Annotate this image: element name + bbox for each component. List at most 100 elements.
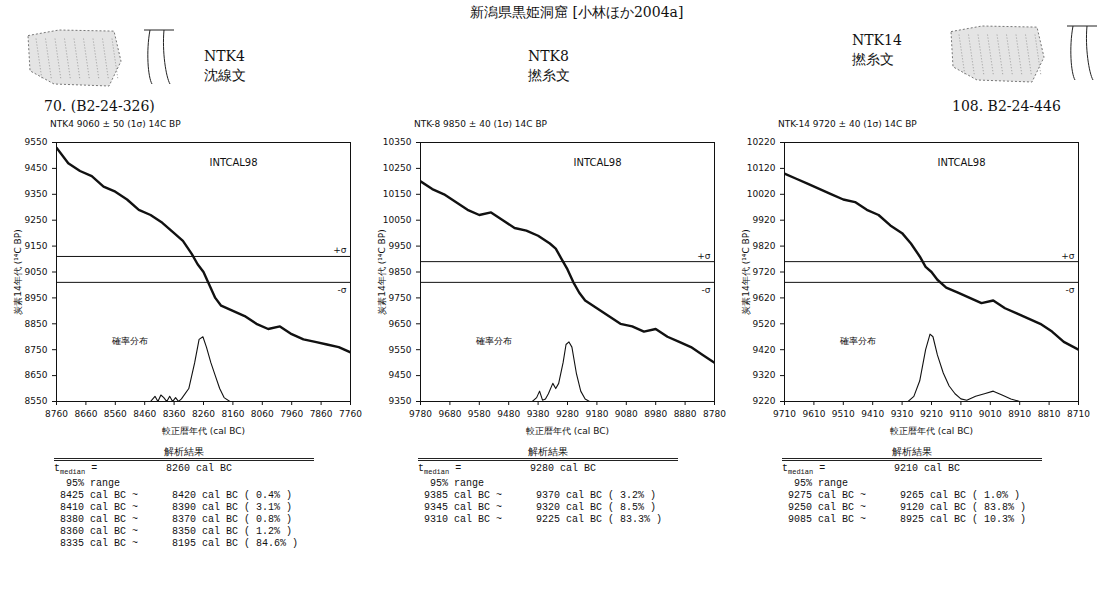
svg-text:9680: 9680 — [438, 409, 461, 419]
svg-text:9210: 9210 — [920, 409, 943, 419]
html-text:撚糸文: 撚糸文 — [852, 51, 894, 67]
svg-text:9620: 9620 — [753, 293, 776, 303]
svg-text:9350: 9350 — [25, 189, 48, 199]
svg-text:9950: 9950 — [389, 241, 412, 251]
svg-text:9450: 9450 — [389, 370, 412, 380]
svg-text:8980: 8980 — [644, 409, 667, 419]
svg-text:9180: 9180 — [585, 409, 608, 419]
svg-text:9150: 9150 — [25, 241, 48, 251]
svg-text:-σ: -σ — [702, 285, 711, 295]
html-text:8260 cal BC: 8260 cal BC — [166, 463, 232, 474]
html-text:新潟県黒姫洞窟 [小林ほか2004a]: 新潟県黒姫洞窟 [小林ほか2004a] — [470, 4, 684, 20]
svg-text:9450: 9450 — [25, 163, 48, 173]
svg-text:9410: 9410 — [861, 409, 884, 419]
html-text:沈線文: 沈線文 — [204, 67, 246, 83]
html-text:95% range: 95% range — [66, 478, 120, 489]
svg-text:8160: 8160 — [221, 409, 244, 419]
html-text:NTK4: NTK4 — [204, 48, 245, 64]
svg-text:9550: 9550 — [25, 137, 48, 147]
svg-text:8260: 8260 — [192, 409, 215, 419]
svg-text:炭素14年代 (¹⁴C BP): 炭素14年代 (¹⁴C BP) — [377, 229, 387, 314]
html-text:tmedian=: tmedian= — [418, 463, 462, 476]
svg-text:9350: 9350 — [389, 396, 412, 406]
svg-text:8850: 8850 — [25, 319, 48, 329]
svg-text:9650: 9650 — [389, 319, 412, 329]
svg-text:9420: 9420 — [753, 345, 776, 355]
html-text:NTK8: NTK8 — [528, 48, 569, 64]
svg-text:8560: 8560 — [104, 409, 127, 419]
html-text:108. B2-24-446: 108. B2-24-446 — [952, 98, 1061, 114]
svg-text:9610: 9610 — [802, 409, 825, 419]
svg-text:8880: 8880 — [674, 409, 697, 419]
svg-text:8550: 8550 — [25, 396, 48, 406]
svg-text:9220: 9220 — [753, 396, 776, 406]
svg-text:確率分布: 確率分布 — [475, 336, 512, 346]
svg-text:9310: 9310 — [891, 409, 914, 419]
svg-text:8780: 8780 — [703, 409, 726, 419]
svg-text:8950: 8950 — [25, 293, 48, 303]
svg-text:8810: 8810 — [1038, 409, 1061, 419]
svg-text:確率分布: 確率分布 — [111, 336, 148, 346]
svg-text:9820: 9820 — [753, 241, 776, 251]
svg-text:較正暦年代 (cal BC): 較正暦年代 (cal BC) — [526, 426, 609, 436]
svg-text:INTCAL98: INTCAL98 — [937, 157, 985, 168]
svg-text:10020: 10020 — [747, 189, 776, 199]
svg-text:8650: 8650 — [25, 370, 48, 380]
svg-text:9710: 9710 — [773, 409, 796, 419]
html-text:tmedian=: tmedian= — [54, 463, 98, 476]
svg-text:9050: 9050 — [25, 267, 48, 277]
svg-text:9250: 9250 — [25, 215, 48, 225]
svg-text:9280: 9280 — [556, 409, 579, 419]
svg-text:INTCAL98: INTCAL98 — [209, 157, 257, 168]
svg-text:炭素14年代 (¹⁴C BP): 炭素14年代 (¹⁴C BP) — [741, 229, 751, 314]
html-text:tmedian=: tmedian= — [782, 463, 826, 476]
svg-text:8760: 8760 — [45, 409, 68, 419]
svg-text:9550: 9550 — [389, 345, 412, 355]
svg-text:7960: 7960 — [280, 409, 303, 419]
svg-text:10350: 10350 — [383, 137, 412, 147]
svg-text:8710: 8710 — [1067, 409, 1090, 419]
svg-text:炭素14年代 (¹⁴C BP): 炭素14年代 (¹⁴C BP) — [13, 229, 23, 314]
svg-text:8750: 8750 — [25, 345, 48, 355]
svg-text:9080: 9080 — [615, 409, 638, 419]
svg-text:-σ: -σ — [1066, 285, 1075, 295]
html-text:解析結果: 解析結果 — [164, 446, 204, 457]
svg-text:9720: 9720 — [753, 267, 776, 277]
svg-text:8660: 8660 — [74, 409, 97, 419]
svg-text:+σ: +σ — [697, 251, 711, 261]
svg-text:9110: 9110 — [949, 409, 972, 419]
svg-text:10150: 10150 — [383, 189, 412, 199]
svg-text:9380: 9380 — [527, 409, 550, 419]
svg-text:確率分布: 確率分布 — [839, 336, 876, 346]
svg-text:9480: 9480 — [497, 409, 520, 419]
svg-text:7860: 7860 — [310, 409, 333, 419]
svg-text:10250: 10250 — [383, 163, 412, 173]
svg-text:8060: 8060 — [251, 409, 274, 419]
svg-text:9320: 9320 — [753, 370, 776, 380]
svg-text:9750: 9750 — [389, 293, 412, 303]
svg-text:9780: 9780 — [409, 409, 432, 419]
svg-text:7760: 7760 — [339, 409, 362, 419]
svg-text:8460: 8460 — [133, 409, 156, 419]
html-text:70. (B2-24-326): 70. (B2-24-326) — [44, 98, 155, 114]
svg-text:INTCAL98: INTCAL98 — [573, 157, 621, 168]
svg-text:9010: 9010 — [979, 409, 1002, 419]
svg-text:9510: 9510 — [832, 409, 855, 419]
svg-text:9920: 9920 — [753, 215, 776, 225]
svg-text:10120: 10120 — [747, 163, 776, 173]
svg-text:-σ: -σ — [338, 285, 347, 295]
svg-text:+σ: +σ — [333, 245, 347, 255]
html-text:8425 cal BC ~: 8425 cal BC ~ — [60, 490, 138, 501]
html-text:撚糸文: 撚糸文 — [528, 67, 570, 83]
svg-text:10050: 10050 — [383, 215, 412, 225]
svg-text:9520: 9520 — [753, 319, 776, 329]
svg-text:+σ: +σ — [1061, 251, 1075, 261]
svg-text:8910: 8910 — [1008, 409, 1031, 419]
svg-text:較正暦年代 (cal BC): 較正暦年代 (cal BC) — [890, 426, 973, 436]
svg-text:10220: 10220 — [747, 137, 776, 147]
svg-text:較正暦年代 (cal BC): 較正暦年代 (cal BC) — [162, 426, 245, 436]
html-text:NTK14: NTK14 — [852, 32, 902, 48]
svg-text:8360: 8360 — [163, 409, 186, 419]
svg-text:9850: 9850 — [389, 267, 412, 277]
svg-text:9580: 9580 — [468, 409, 491, 419]
